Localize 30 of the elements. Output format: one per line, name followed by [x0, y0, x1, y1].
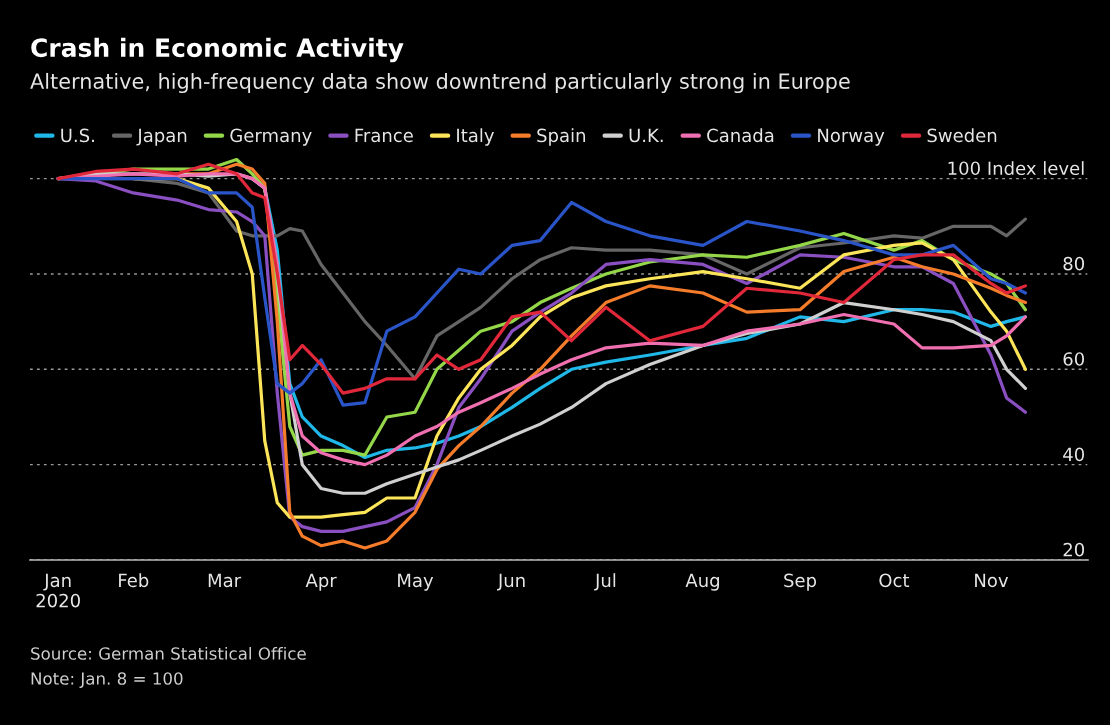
y-tick-label: 80: [1063, 256, 1085, 271]
y-tick-label: 60: [1063, 352, 1085, 366]
x-tick-label: Oct: [879, 573, 910, 588]
x-tick-label: Mar: [208, 573, 242, 588]
legend-label: Canada: [707, 128, 774, 143]
source-note: Source: German Statistical Office: [31, 646, 306, 660]
legend-label: U.K.: [629, 128, 663, 143]
legend-label: Germany: [230, 128, 312, 146]
text: Note: Jan. 8 = 100: [31, 672, 183, 688]
chart-subtitle: Alternative, high-frequency data show downtrend particularly strong in Europe: [30, 72, 850, 94]
x-tick-label: Feb: [119, 573, 149, 588]
x-tick-label: Jan 2020: [36, 573, 80, 608]
legend-label: France: [355, 128, 413, 143]
legend-label: Sweden: [927, 128, 997, 143]
x-tick-label: Jun: [497, 573, 525, 591]
y-tick-label: 100 Index level: [948, 161, 1084, 176]
x-tick-label: Jul: [594, 573, 616, 591]
x-tick-label: Apr: [305, 573, 337, 591]
legend-label: Norway: [818, 128, 885, 146]
chart-title: Crash in Economic Activity: [31, 37, 404, 63]
legend-label: Spain: [537, 128, 585, 146]
y-tick-label: 40: [1063, 447, 1085, 462]
y-tick-label: 20: [1063, 542, 1085, 557]
x-tick-label: Nov: [975, 573, 1009, 588]
x-tick-label: Aug: [685, 573, 719, 591]
legend-label: U.S.: [61, 128, 94, 143]
x-tick-label: May: [398, 573, 434, 591]
legend-label: Italy: [457, 128, 495, 146]
legend-label: Japan: [136, 128, 187, 146]
x-tick-label: Sep: [784, 573, 817, 591]
